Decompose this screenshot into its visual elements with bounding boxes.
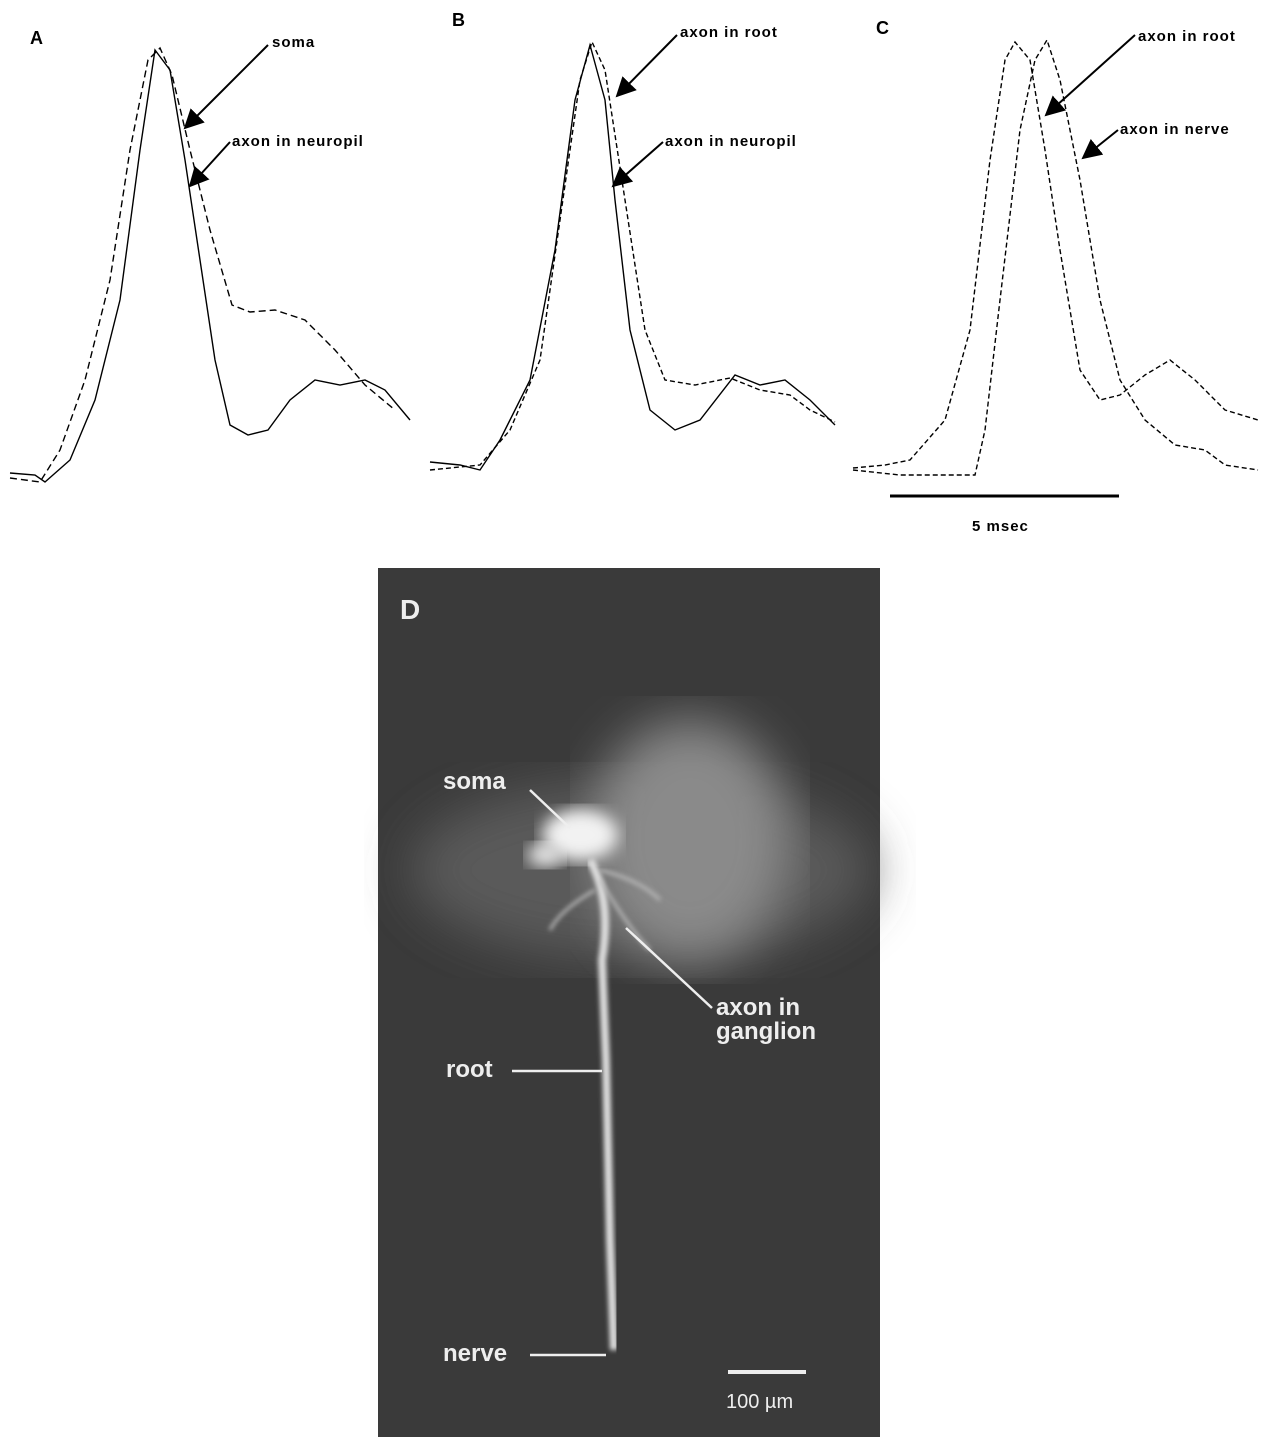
trace-b-root [429, 40, 836, 471]
arrow [615, 34, 678, 98]
micrograph [378, 568, 880, 1437]
trace-c-nerve [852, 38, 1259, 476]
trace-c-root [852, 40, 1259, 469]
arrow [1044, 34, 1136, 117]
axon [586, 858, 618, 1351]
annotation: axon in root [1138, 28, 1236, 45]
annotation: root [446, 1056, 493, 1083]
arrows [183, 34, 1136, 188]
leaders [512, 789, 713, 1357]
scale-label: 5 msec [972, 518, 1029, 535]
annotation: nerve [443, 1340, 508, 1367]
scale-label: 100 µm [726, 1391, 794, 1413]
soma-blob [527, 843, 563, 867]
annotation: axon in nerve [1120, 121, 1230, 138]
arrow [183, 44, 269, 130]
panel-label: B [452, 10, 465, 30]
traces [9, 38, 1259, 483]
panel-label: C [876, 18, 889, 38]
panel-label: A [30, 28, 43, 48]
arrow [188, 141, 231, 188]
annotation: axon in root [680, 24, 778, 41]
trace-b-neuropil [429, 42, 836, 471]
glow [590, 720, 790, 960]
annotation: axon in neuropil [665, 133, 797, 150]
annotation: axon in ganglion [716, 994, 816, 1045]
annotation: axon in neuropil [232, 133, 364, 150]
soma-blob [542, 809, 618, 861]
micrograph-bg [378, 568, 880, 1437]
panel-label: D [400, 594, 421, 625]
trace-a-soma [9, 48, 411, 483]
arrow [1081, 129, 1119, 160]
annotation: soma [443, 768, 506, 795]
annotation: soma [272, 34, 316, 51]
arrow [611, 141, 664, 188]
trace-a-neuropil [9, 46, 396, 483]
